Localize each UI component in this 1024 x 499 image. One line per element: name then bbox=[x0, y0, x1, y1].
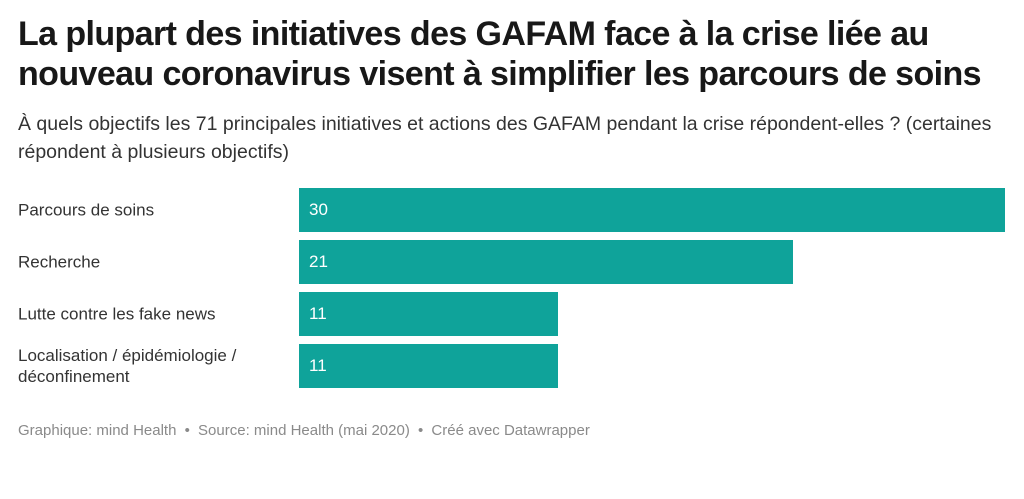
bar-row: Lutte contre les fake news 11 bbox=[18, 292, 1008, 336]
bar-value-label: 30 bbox=[309, 200, 328, 219]
footer-separator: • bbox=[417, 422, 424, 439]
chart-subtitle: À quels objectifs les 71 principales ini… bbox=[18, 113, 992, 163]
category-label: Localisation / épidémiologie / déconfine… bbox=[18, 346, 237, 386]
bar-value-label: 11 bbox=[309, 356, 327, 375]
bar-value-label: 11 bbox=[309, 304, 327, 323]
bar-value-label: 21 bbox=[309, 252, 328, 271]
bar-row: Parcours de soins 30 bbox=[18, 188, 1008, 232]
bar: 21 bbox=[299, 240, 794, 284]
bar-row: Localisation / épidémiologie / déconfine… bbox=[18, 344, 1008, 388]
footer-tool-credit: Créé avec Datawrapper bbox=[431, 422, 590, 439]
bar: 11 bbox=[299, 292, 558, 336]
chart-footer: Graphique: mind Health • Source: mind He… bbox=[18, 422, 590, 439]
bar: 30 bbox=[299, 188, 1005, 232]
footer-source: Source: mind Health (mai 2020) bbox=[198, 422, 410, 439]
footer-separator: • bbox=[184, 422, 190, 439]
footer-graphic-credit: Graphique: mind Health bbox=[18, 422, 177, 439]
bar: 11 bbox=[299, 344, 558, 388]
chart-container: La plupart des initiatives des GAFAM fac… bbox=[18, 14, 1008, 388]
bar-row: Recherche 21 bbox=[18, 240, 1008, 284]
category-label: Lutte contre les fake news bbox=[18, 304, 216, 324]
chart-title: La plupart des initiatives des GAFAM fac… bbox=[18, 15, 982, 93]
category-label: Parcours de soins bbox=[18, 200, 155, 220]
category-label: Recherche bbox=[18, 252, 101, 272]
